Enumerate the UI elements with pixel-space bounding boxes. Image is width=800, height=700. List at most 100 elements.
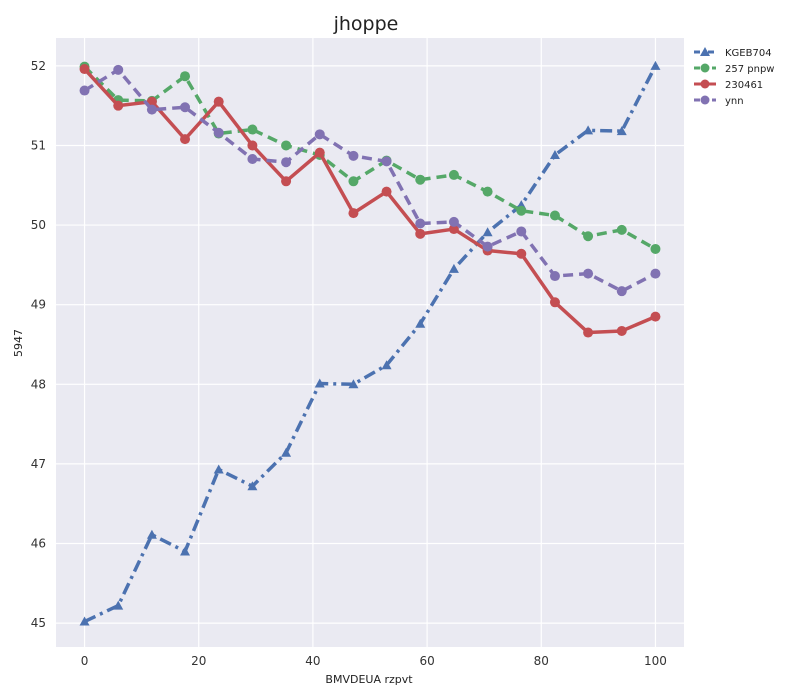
y-tick-label: 48 [31, 377, 46, 391]
data-point [180, 546, 191, 556]
data-point [247, 140, 258, 151]
series-1 [79, 60, 661, 626]
data-point [213, 127, 224, 138]
x-tick-label: 80 [534, 654, 549, 668]
series-line [83, 65, 658, 624]
x-tick-label: 0 [81, 654, 89, 668]
data-point [247, 124, 258, 135]
data-point [79, 64, 90, 75]
legend-marker [700, 95, 710, 105]
legend: KGEB704 257 pnpw 230461 ynn [694, 47, 774, 107]
data-point [381, 156, 392, 167]
data-point [348, 176, 359, 187]
data-point [549, 271, 560, 282]
data-point [583, 327, 594, 338]
data-point [247, 481, 258, 491]
data-point [448, 224, 459, 235]
data-point [247, 154, 258, 165]
data-point [482, 186, 493, 197]
legend-entry: ynn [694, 95, 744, 107]
data-point [583, 268, 594, 279]
data-point [583, 231, 594, 242]
data-point [381, 186, 392, 197]
legend-marker [700, 79, 710, 89]
legend-label: KGEB704 [725, 48, 772, 59]
data-point [482, 227, 493, 237]
data-point [180, 71, 191, 82]
data-point [314, 378, 325, 388]
y-tick-label: 51 [31, 138, 46, 152]
data-point [348, 208, 359, 219]
data-point [616, 126, 627, 136]
y-tick-label: 47 [31, 457, 46, 471]
series-line [83, 65, 657, 251]
legend-marker [700, 63, 710, 73]
series-line [83, 67, 657, 335]
series-3 [79, 64, 661, 338]
data-point [415, 228, 426, 239]
data-point [583, 125, 594, 135]
data-point [180, 134, 191, 145]
data-point [650, 311, 661, 322]
data-point [616, 325, 627, 336]
data-point [381, 360, 392, 370]
legend-marker [700, 47, 710, 56]
data-point [281, 447, 292, 457]
legend-label: 257 pnpw [725, 64, 774, 75]
data-point [415, 218, 426, 229]
y-axis-label: 5947 [12, 329, 25, 357]
data-point [348, 379, 359, 389]
data-point [650, 243, 661, 254]
series-4 [79, 64, 661, 297]
data-point [415, 318, 426, 328]
x-tick-labels: 0 20 40 60 80 100 [81, 654, 667, 668]
legend-entry: 257 pnpw [694, 63, 774, 75]
data-point [516, 226, 527, 237]
data-point [314, 147, 325, 158]
data-point [213, 96, 224, 107]
data-point [650, 268, 661, 279]
y-tick-label: 46 [31, 537, 46, 551]
y-tick-label: 45 [31, 616, 46, 630]
x-tick-label: 40 [305, 654, 320, 668]
data-point [516, 205, 527, 216]
data-point [281, 157, 292, 168]
legend-entry: KGEB704 [694, 47, 772, 59]
data-point [146, 529, 157, 539]
data-point [616, 286, 627, 297]
x-tick-label: 100 [644, 654, 667, 668]
data-point [549, 297, 560, 308]
x-tick-label: 20 [191, 654, 206, 668]
y-tick-label: 52 [31, 59, 46, 73]
data-point [448, 263, 459, 273]
x-axis-label: BMVDEUA rzpvt [325, 673, 413, 686]
data-point [650, 60, 661, 70]
data-point [448, 216, 459, 227]
data-point [281, 140, 292, 151]
data-point [79, 616, 90, 626]
x-tick-label: 60 [419, 654, 434, 668]
data-point [549, 150, 560, 160]
data-point [180, 102, 191, 113]
y-tick-label: 49 [31, 298, 46, 312]
plot-area [56, 38, 684, 647]
data-point [213, 464, 224, 474]
data-point [549, 210, 560, 221]
data-point [79, 85, 90, 96]
y-tick-label: 50 [31, 218, 46, 232]
data-point [348, 150, 359, 161]
data-point [146, 104, 157, 115]
data-point [616, 224, 627, 235]
series-layer [79, 60, 661, 626]
data-point [314, 129, 325, 140]
data-point [281, 176, 292, 187]
legend-label: 230461 [725, 80, 763, 91]
data-point [113, 64, 124, 75]
chart-title: jhoppe [333, 13, 399, 35]
data-point [113, 100, 124, 111]
data-point [516, 248, 527, 259]
series-line [83, 68, 657, 293]
data-point [415, 174, 426, 185]
legend-label: ynn [725, 96, 744, 107]
